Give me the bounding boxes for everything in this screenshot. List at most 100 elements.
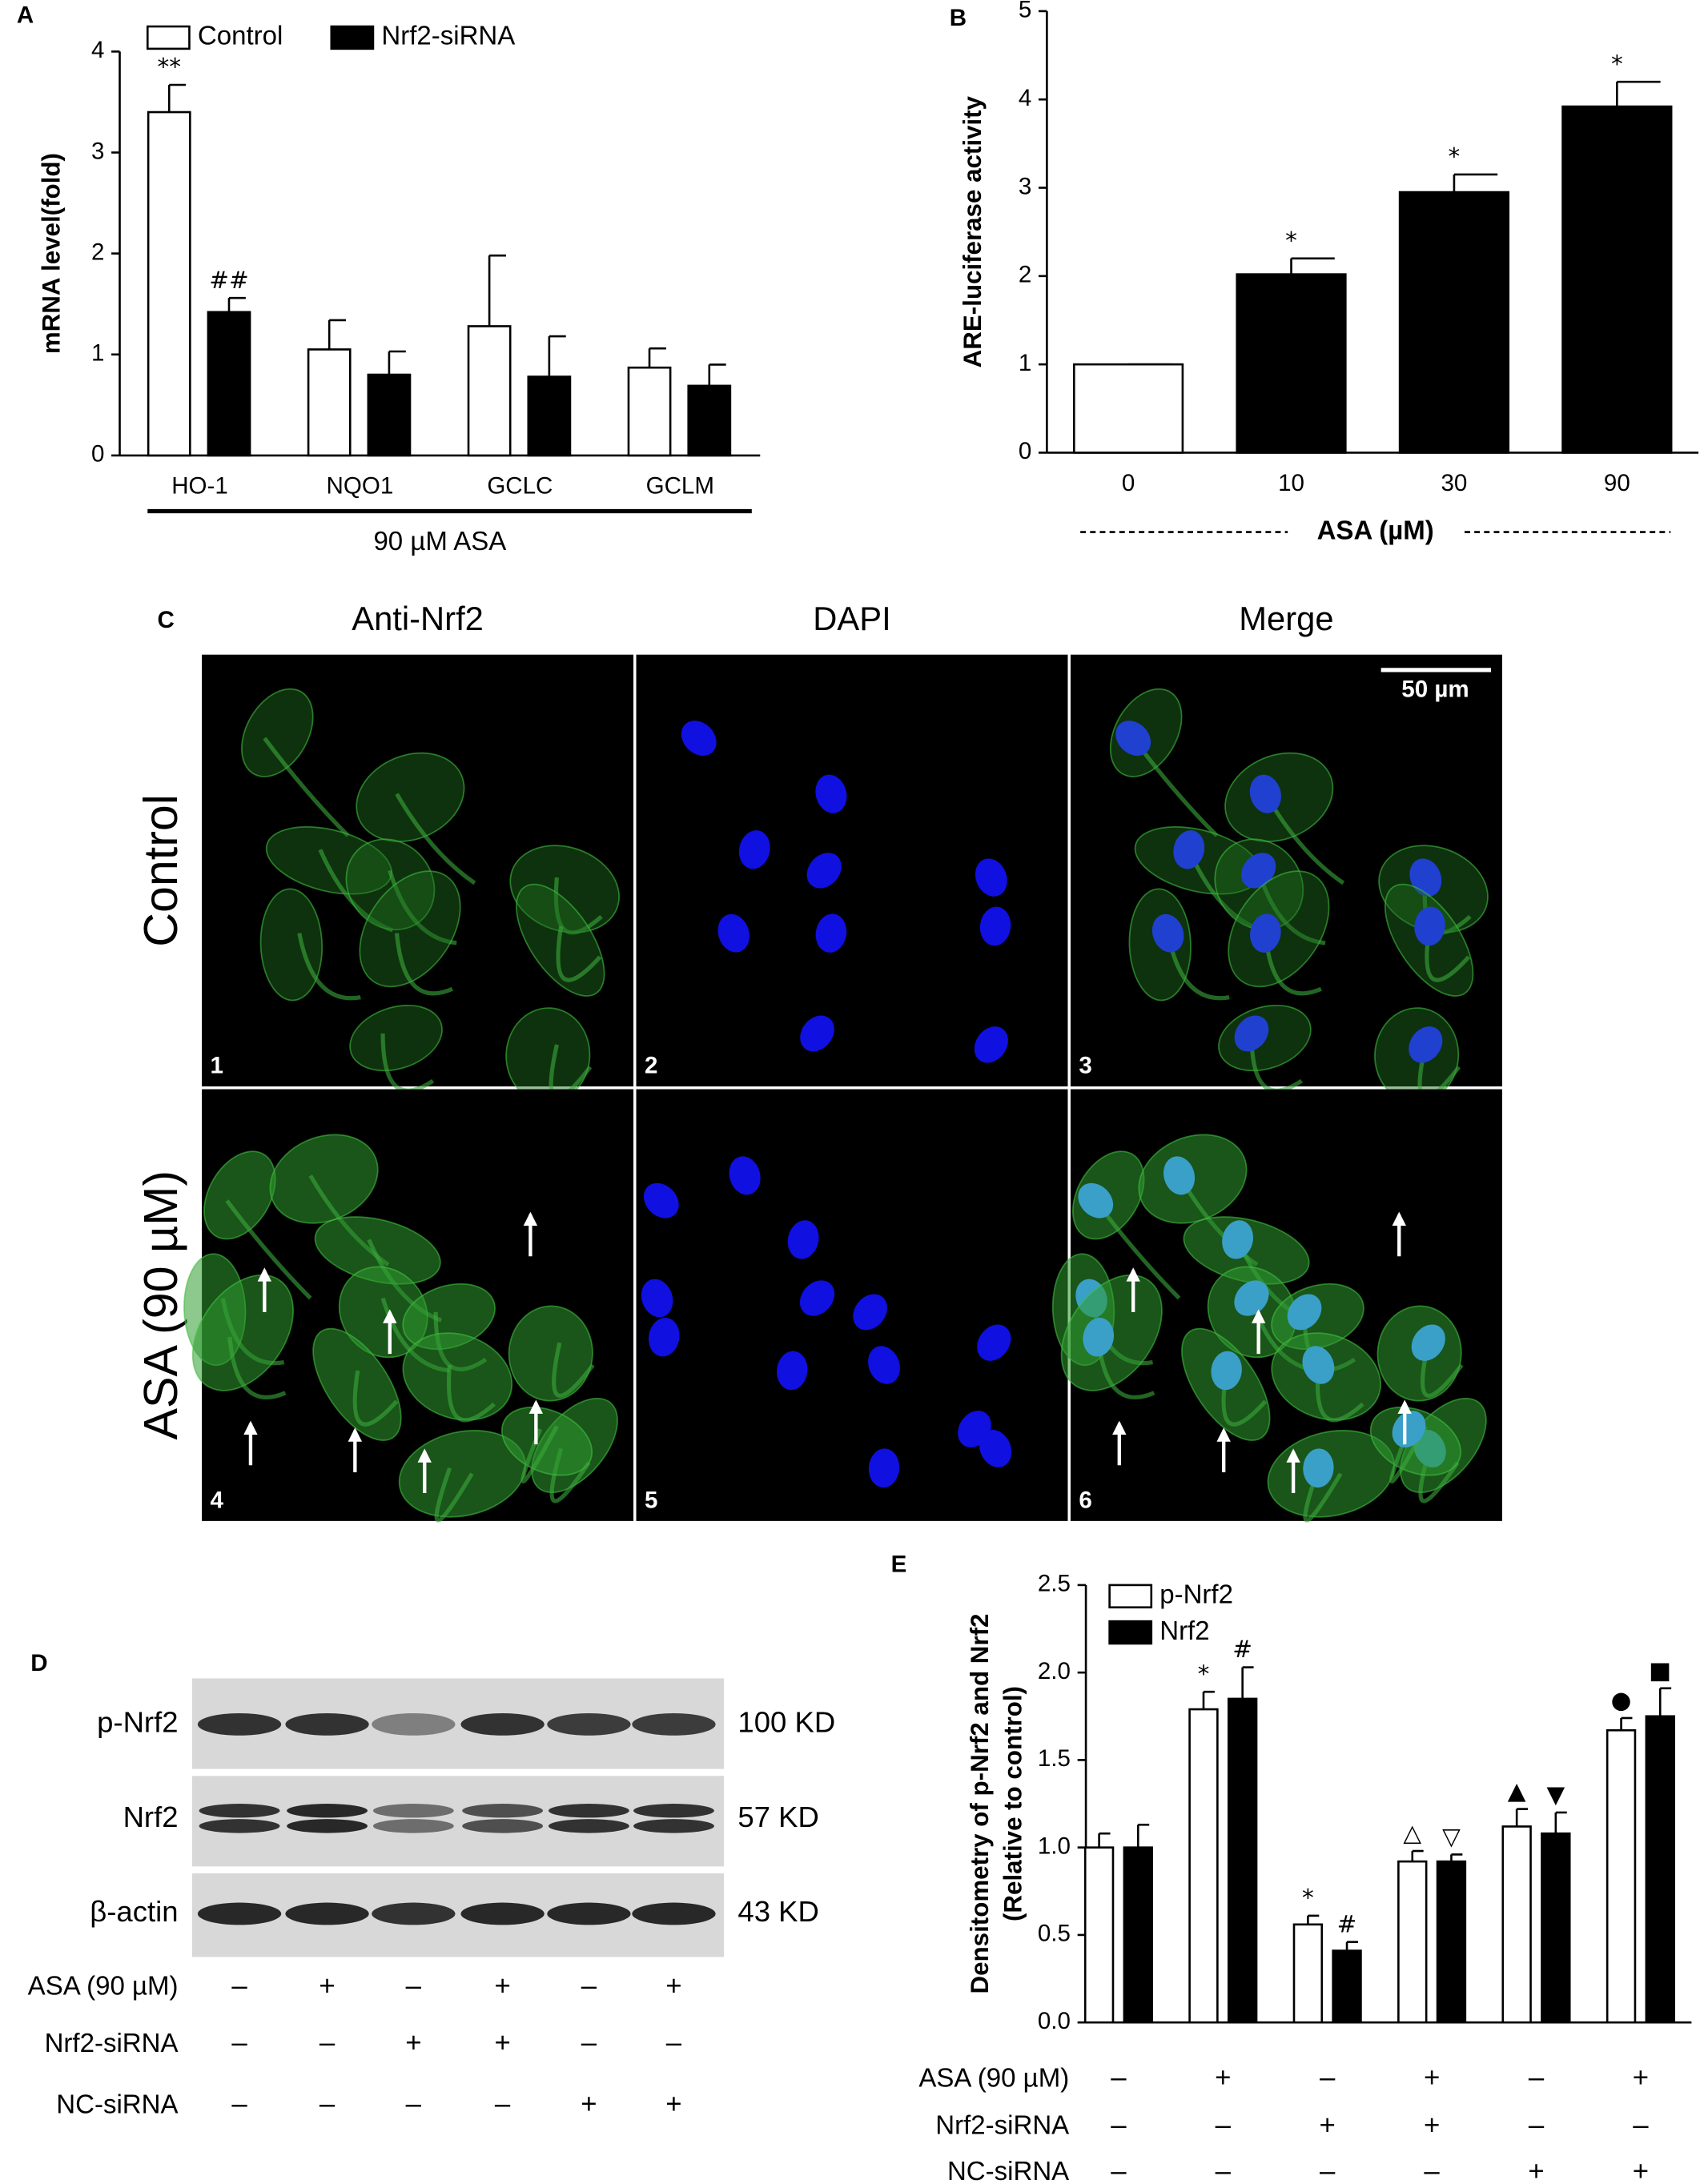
y-tick-label: 5	[1019, 0, 1031, 23]
y-tick-label: 3	[1019, 173, 1031, 199]
nucleus	[729, 1156, 761, 1195]
y-axis-title: ARE-luciferase activity	[958, 95, 987, 367]
x-tick-label: GCLM	[646, 473, 714, 500]
cell-process	[553, 877, 603, 935]
arrow-head	[1392, 1211, 1406, 1226]
nucleus	[1083, 1317, 1115, 1357]
y-tick-label: 2	[1019, 262, 1031, 288]
arrow-head	[257, 1267, 272, 1282]
x-tick-label: NQO1	[327, 473, 394, 500]
y-tick-label: 2	[91, 239, 104, 265]
blot-band	[633, 1819, 714, 1833]
significance-marker: △	[1403, 1820, 1421, 1847]
condition-sign: +	[581, 2090, 597, 2120]
arrow-head	[348, 1427, 363, 1442]
column-header: DAPI	[813, 600, 890, 637]
condition-sign: +	[665, 1971, 681, 2001]
arrow-head	[1112, 1420, 1127, 1435]
cell-process	[434, 1467, 474, 1523]
nucleus	[1409, 858, 1442, 897]
blot-band	[460, 1902, 545, 1925]
blot-band	[548, 1819, 629, 1833]
nucleus	[1303, 1448, 1334, 1488]
nucleus	[1287, 1294, 1322, 1331]
condition-label: Nrf2-siRNA	[45, 2029, 179, 2058]
blot-band	[462, 1819, 544, 1833]
nucleus	[868, 1448, 900, 1488]
cell-process	[263, 737, 350, 837]
condition-sign: –	[406, 1971, 422, 2001]
nucleus	[1173, 830, 1205, 869]
condition-label: Nrf2-siRNA	[935, 2110, 1069, 2140]
nucleus	[1115, 721, 1151, 756]
bar	[1436, 1860, 1467, 2024]
blot-band	[197, 1712, 282, 1736]
blot-band	[462, 1804, 544, 1818]
blot-band	[285, 1902, 369, 1925]
cell-process	[227, 1336, 287, 1399]
nucleus	[641, 1279, 673, 1318]
arrow-head	[1216, 1427, 1231, 1442]
condition-sign: –	[1111, 2156, 1127, 2184]
nucleus	[868, 1346, 900, 1384]
condition-sign: +	[494, 2028, 510, 2058]
x-tick-label: GCLC	[487, 473, 553, 500]
nucleus	[1414, 906, 1445, 946]
condition-label: NC-siRNA	[56, 2090, 178, 2119]
y-tick-label: 0.0	[1038, 2008, 1071, 2034]
bar	[367, 373, 412, 457]
row-label: ASA (90 µM)	[134, 1170, 187, 1439]
condition-sign: –	[495, 2090, 511, 2120]
bar	[1083, 1846, 1115, 2024]
blot-strip	[191, 1776, 725, 1867]
y-axis-title: mRNA level(fold)	[37, 153, 65, 354]
x-axis-title: 90 µM ASA	[373, 527, 506, 556]
nucleus	[1234, 1015, 1269, 1052]
nucleus	[1078, 1182, 1114, 1218]
micrograph: 1	[202, 654, 634, 1104]
y-tick-label: 2.0	[1038, 1658, 1071, 1684]
significance-marker: ##	[209, 267, 248, 294]
row-label: Control	[134, 794, 187, 947]
condition-sign: +	[1424, 2063, 1440, 2094]
band-size: 100 KD	[737, 1705, 835, 1738]
condition-sign: –	[231, 1971, 247, 2001]
blot-band	[547, 1712, 631, 1736]
cell-process	[520, 1425, 559, 1483]
x-axis-title: ASA (µM)	[1317, 516, 1434, 545]
condition-sign: –	[320, 2090, 336, 2120]
condition-sign: +	[1528, 2156, 1544, 2184]
condition-sign: –	[1216, 2156, 1232, 2184]
bar	[1606, 1728, 1637, 2024]
cell-cytoplasm	[508, 1305, 593, 1402]
condition-label: ASA (90 µM)	[28, 1971, 179, 2001]
significance-marker: #	[1337, 1910, 1357, 1937]
condition-sign: –	[666, 2028, 682, 2058]
cell-process	[1389, 1425, 1428, 1483]
condition-sign: +	[1633, 2063, 1649, 2094]
nucleus	[717, 913, 750, 953]
legend-swatch	[1108, 1584, 1153, 1609]
nucleus	[1249, 774, 1281, 813]
nucleus	[806, 853, 842, 889]
cell-cytoplasm	[349, 1004, 443, 1072]
tile-number: 5	[645, 1487, 657, 1513]
x-tick-label: HO-1	[171, 473, 228, 500]
nucleus	[1211, 1351, 1242, 1391]
nucleus	[1302, 1346, 1335, 1384]
nucleus	[1392, 1411, 1426, 1447]
legend-swatch	[146, 25, 191, 50]
blot-band	[548, 1804, 629, 1818]
legend-swatch	[330, 25, 375, 50]
condition-sign: –	[320, 2028, 336, 2058]
nucleus	[1250, 913, 1281, 953]
blot-band	[632, 1902, 716, 1925]
significance-marker: *	[1285, 227, 1297, 254]
condition-sign: –	[581, 2028, 597, 2058]
blot-band	[199, 1819, 280, 1833]
bar	[1501, 1825, 1532, 2024]
arrow-head	[1397, 1399, 1412, 1414]
legend-label: Nrf2	[1159, 1616, 1209, 1646]
legend-swatch	[1108, 1620, 1153, 1645]
arrow-head	[383, 1309, 397, 1323]
